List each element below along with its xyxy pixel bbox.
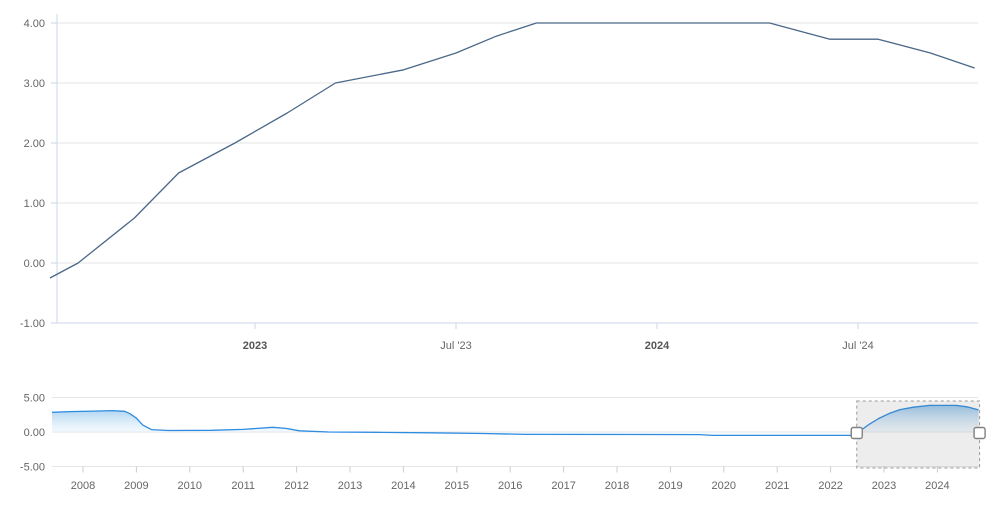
navigator: 5.00 0.00 -5.00 2008 2009 2010 2011 2012 2013 201… <box>20 392 986 492</box>
nav-x-tick-label: 2017 <box>551 480 575 492</box>
nav-x-tick-label: 2023 <box>872 480 896 492</box>
navigator-handle-left[interactable] <box>850 426 863 440</box>
nav-x-tick-label: 2016 <box>498 480 522 492</box>
nav-x-tick-label: 2022 <box>818 480 842 492</box>
nav-x-tick-label: 2009 <box>124 480 148 492</box>
nav-x-tick-label: 2013 <box>338 480 362 492</box>
main-y-tick-label: 3.00 <box>24 78 45 90</box>
nav-y-tick-label: -5.00 <box>20 461 45 473</box>
nav-x-tick-label: 2011 <box>231 480 255 492</box>
main-series-line <box>49 22 975 279</box>
nav-x-tick-label: 2018 <box>605 480 629 492</box>
nav-x-tick-label: 2010 <box>178 480 202 492</box>
nav-x-tick-label: 2020 <box>712 480 736 492</box>
main-y-tick-label: 2.00 <box>24 138 45 150</box>
main-y-tick-label: 4.00 <box>24 18 45 30</box>
main-x-tick-label: 2023 <box>243 340 267 352</box>
main-y-tick-label: -1.00 <box>20 318 45 330</box>
nav-x-tick-label: 2014 <box>391 480 415 492</box>
main-chart: 4.00 3.00 2.00 1.00 0.00 -1.00 2023 Jul '23 2024… <box>20 14 978 352</box>
main-y-tick-label: 1.00 <box>24 198 45 210</box>
main-plot-area[interactable] <box>57 14 978 323</box>
nav-x-tick-label: 2019 <box>658 480 682 492</box>
main-x-tick-label: Jul '23 <box>440 340 471 352</box>
main-y-tick-label: 0.00 <box>24 258 45 270</box>
nav-x-tick-label: 2021 <box>765 480 789 492</box>
nav-x-tick-label: 2015 <box>445 480 469 492</box>
navigator-selection[interactable] <box>856 400 981 469</box>
main-x-tick-label: Jul '24 <box>842 340 873 352</box>
navigator-track[interactable] <box>52 401 978 468</box>
nav-x-tick-label: 2012 <box>284 480 308 492</box>
main-x-tick-label: 2024 <box>645 340 670 352</box>
nav-series-line <box>51 404 979 437</box>
nav-x-tick-label: 2024 <box>925 480 949 492</box>
nav-y-tick-label: 0.00 <box>24 427 45 439</box>
navigator-handle-right[interactable] <box>973 426 986 440</box>
nav-x-tick-label: 2008 <box>71 480 95 492</box>
nav-y-tick-label: 5.00 <box>24 392 45 404</box>
